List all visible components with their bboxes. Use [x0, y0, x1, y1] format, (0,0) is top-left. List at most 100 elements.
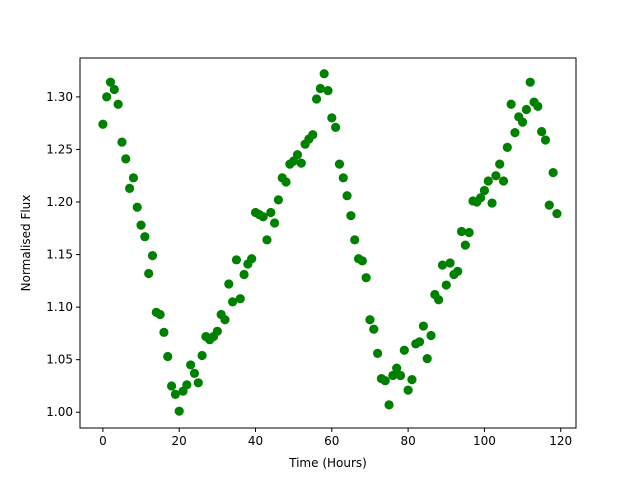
data-point-114 — [533, 101, 543, 111]
data-point-22 — [182, 380, 192, 390]
data-point-46 — [273, 195, 283, 205]
data-points — [98, 69, 562, 416]
data-point-61 — [331, 122, 341, 132]
data-point-15 — [155, 309, 165, 320]
data-point-51 — [292, 150, 303, 160]
data-point-95 — [460, 240, 470, 250]
data-point-89 — [437, 260, 448, 270]
data-point-23 — [186, 360, 196, 370]
x-axis-label: Time (Hours) — [288, 456, 367, 470]
data-point-112 — [525, 77, 535, 87]
data-point-116 — [540, 135, 551, 145]
data-point-58 — [319, 69, 329, 79]
data-point-1 — [102, 92, 112, 102]
data-point-65 — [346, 211, 356, 221]
data-point-85 — [422, 354, 432, 364]
x-tick-label: 60 — [324, 434, 339, 448]
data-point-90 — [441, 280, 451, 290]
data-point-3 — [109, 84, 119, 95]
data-point-37 — [239, 269, 249, 280]
data-point-45 — [269, 218, 280, 228]
data-point-111 — [521, 104, 532, 115]
data-point-8 — [128, 173, 139, 183]
data-point-48 — [281, 177, 291, 187]
data-point-79 — [399, 345, 409, 355]
data-point-2 — [105, 77, 116, 87]
data-point-35 — [231, 255, 242, 265]
data-point-44 — [266, 207, 276, 218]
data-point-33 — [224, 279, 234, 289]
data-point-39 — [247, 254, 257, 264]
data-point-62 — [334, 159, 345, 169]
data-point-106 — [502, 142, 512, 152]
data-point-86 — [426, 330, 436, 341]
data-point-103 — [491, 171, 501, 181]
data-point-56 — [311, 94, 322, 104]
data-point-42 — [258, 212, 268, 222]
data-point-66 — [350, 235, 360, 245]
x-tick-label: 100 — [473, 434, 496, 448]
y-tick-label: 1.05 — [46, 353, 73, 367]
data-point-19 — [170, 389, 180, 399]
data-point-64 — [342, 191, 352, 201]
data-point-101 — [483, 176, 493, 186]
data-point-63 — [338, 173, 348, 183]
data-point-115 — [537, 126, 547, 137]
data-point-78 — [395, 370, 406, 381]
data-point-94 — [456, 226, 467, 237]
y-tick-label: 1.20 — [46, 195, 73, 209]
data-point-71 — [369, 324, 379, 334]
data-point-104 — [495, 159, 505, 169]
data-point-88 — [434, 295, 444, 305]
data-point-99 — [476, 193, 486, 203]
x-axis-ticks: 0 20 40 60 80 100 120 — [99, 428, 572, 448]
data-point-117 — [544, 200, 554, 210]
plot-frame — [79, 57, 577, 429]
data-point-13 — [147, 251, 158, 261]
data-point-91 — [445, 258, 455, 268]
data-point-55 — [308, 130, 318, 140]
data-point-59 — [323, 85, 333, 96]
data-point-9 — [132, 202, 142, 212]
data-point-5 — [117, 137, 127, 147]
data-point-110 — [517, 117, 528, 127]
data-point-100 — [479, 185, 490, 196]
data-point-52 — [296, 158, 306, 168]
data-point-11 — [140, 232, 150, 242]
y-axis-label: Normalised Flux — [19, 195, 33, 292]
x-tick-label: 120 — [549, 434, 572, 448]
data-point-20 — [174, 406, 184, 416]
data-point-118 — [548, 167, 558, 178]
data-point-70 — [365, 315, 375, 325]
data-point-102 — [487, 198, 497, 208]
data-point-93 — [453, 266, 463, 276]
data-point-25 — [193, 378, 203, 388]
data-point-108 — [510, 128, 520, 138]
x-tick-label: 80 — [400, 434, 415, 448]
data-point-6 — [121, 154, 131, 164]
y-tick-label: 1.10 — [46, 300, 73, 314]
data-point-30 — [212, 326, 222, 336]
x-tick-label: 0 — [99, 434, 107, 448]
data-point-80 — [403, 385, 413, 395]
data-point-69 — [361, 273, 371, 283]
y-tick-label: 1.25 — [46, 142, 73, 156]
data-point-84 — [418, 321, 428, 331]
data-point-107 — [506, 99, 516, 109]
data-point-83 — [414, 337, 425, 347]
data-point-105 — [498, 176, 509, 186]
data-point-32 — [220, 315, 230, 325]
y-axis-ticks: 1.00 1.05 1.10 1.15 1.20 1.25 1.30 — [46, 90, 80, 419]
data-point-12 — [144, 268, 154, 279]
data-point-57 — [315, 83, 325, 94]
data-point-24 — [189, 368, 200, 378]
data-point-10 — [136, 220, 146, 230]
data-point-81 — [407, 375, 417, 385]
data-point-76 — [388, 370, 398, 381]
x-tick-label: 40 — [248, 434, 263, 448]
y-tick-label: 1.00 — [46, 405, 73, 419]
plot-area — [80, 58, 576, 428]
data-point-17 — [163, 351, 173, 362]
data-point-96 — [464, 227, 474, 238]
